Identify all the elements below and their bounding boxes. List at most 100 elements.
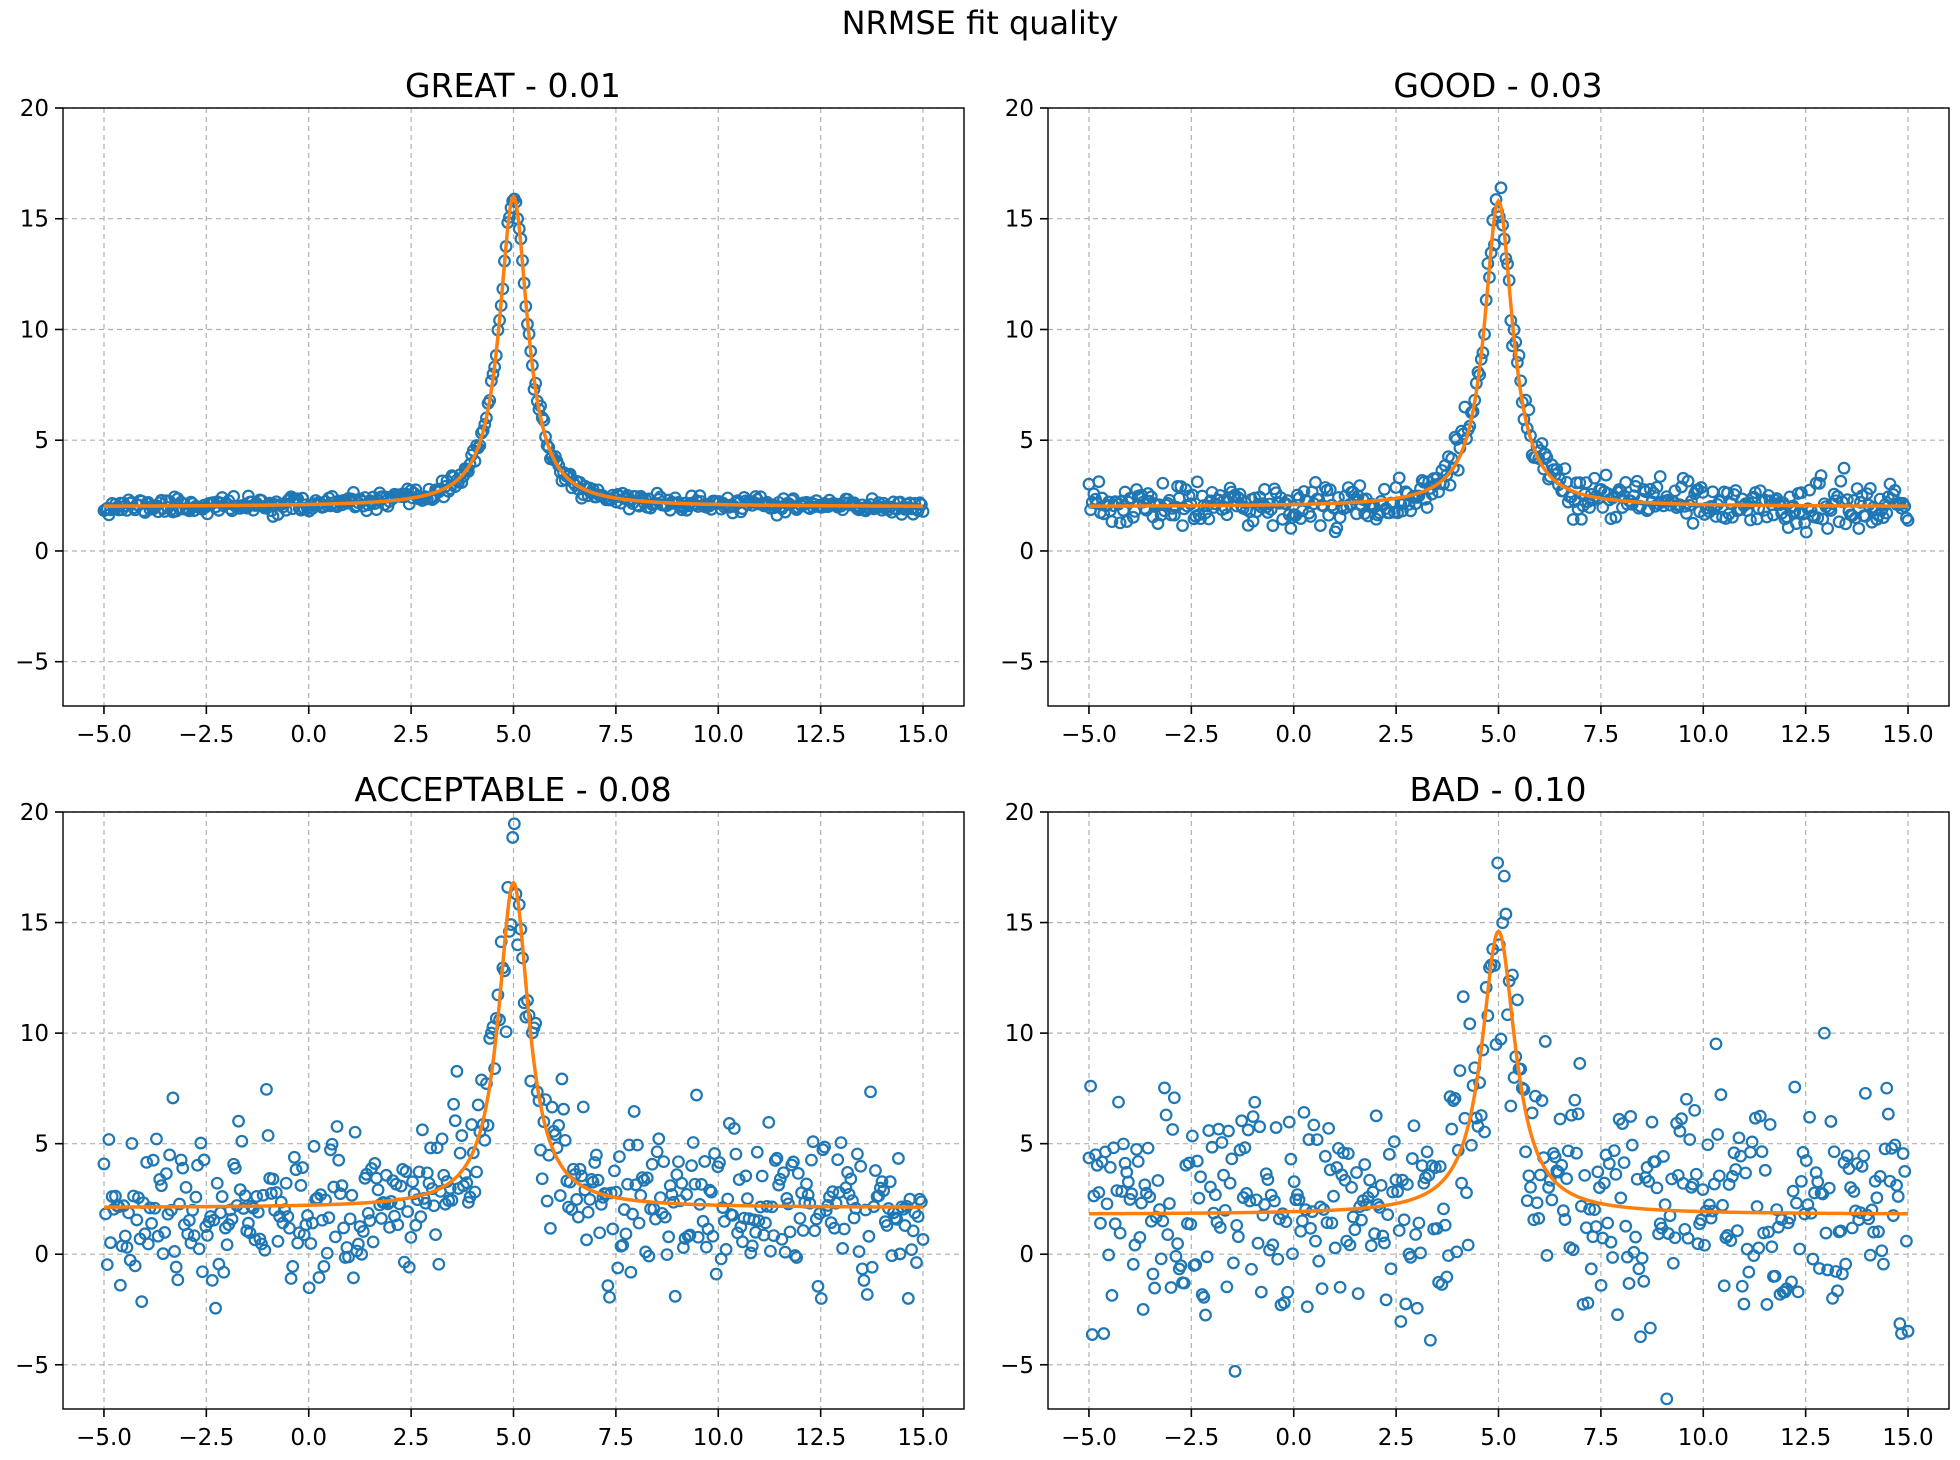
data-point bbox=[1666, 1256, 1680, 1270]
data-point bbox=[1752, 1241, 1766, 1255]
data-point bbox=[200, 1229, 214, 1242]
data-point bbox=[580, 1233, 593, 1247]
data-point bbox=[1213, 1221, 1227, 1234]
data-point bbox=[1333, 1280, 1347, 1294]
data-point bbox=[209, 1301, 222, 1315]
data-point bbox=[755, 1169, 769, 1183]
data-point bbox=[1251, 1236, 1265, 1250]
data-point bbox=[304, 1237, 318, 1250]
data-point bbox=[158, 1226, 172, 1239]
data-point bbox=[834, 1136, 848, 1150]
data-point bbox=[470, 1165, 483, 1179]
data-point bbox=[1822, 1181, 1836, 1195]
data-point bbox=[1268, 1194, 1281, 1208]
data-point bbox=[1218, 1203, 1232, 1217]
data-point bbox=[1473, 1076, 1487, 1089]
data-point bbox=[788, 1249, 802, 1262]
data-point bbox=[1617, 1156, 1631, 1170]
data-point bbox=[1276, 1207, 1290, 1221]
data-point bbox=[1243, 1194, 1257, 1208]
data-point bbox=[805, 1153, 818, 1167]
data-point bbox=[688, 1177, 702, 1191]
data-point bbox=[419, 1196, 433, 1210]
data-point bbox=[901, 1292, 915, 1305]
data-point bbox=[1167, 508, 1181, 522]
data-point bbox=[1542, 1181, 1555, 1194]
data-point bbox=[783, 1225, 797, 1239]
data-point bbox=[658, 1210, 672, 1224]
data-point bbox=[910, 1256, 923, 1269]
y-tick-label: 0 bbox=[34, 1242, 49, 1268]
data-point bbox=[1791, 1285, 1805, 1299]
y-tick-label: 5 bbox=[34, 1132, 49, 1158]
data-point bbox=[302, 1281, 316, 1295]
data-point bbox=[1494, 1032, 1508, 1046]
x-tick-label: −5.0 bbox=[76, 722, 132, 748]
data-point bbox=[1350, 1166, 1363, 1179]
data-point bbox=[1313, 519, 1327, 532]
data-point bbox=[844, 1172, 858, 1186]
data-point bbox=[1619, 1219, 1633, 1233]
data-point bbox=[793, 1211, 807, 1225]
data-point bbox=[1423, 1333, 1437, 1347]
data-point bbox=[1246, 1110, 1260, 1123]
data-point bbox=[173, 1197, 186, 1211]
data-point bbox=[1758, 1163, 1772, 1177]
data-point bbox=[1231, 1230, 1245, 1244]
data-point bbox=[128, 1259, 142, 1273]
data-point bbox=[791, 1167, 805, 1180]
x-tick-label: 2.5 bbox=[393, 722, 430, 748]
data-point bbox=[616, 1238, 630, 1252]
data-point bbox=[176, 1161, 190, 1175]
data-point bbox=[1611, 1308, 1624, 1322]
data-point bbox=[786, 1155, 800, 1169]
data-point bbox=[1877, 1257, 1890, 1271]
data-point bbox=[1901, 1324, 1915, 1338]
data-point bbox=[1282, 1115, 1296, 1129]
data-point bbox=[363, 1214, 377, 1228]
data-point bbox=[1558, 1213, 1572, 1226]
data-point bbox=[749, 1225, 763, 1239]
data-point bbox=[338, 494, 352, 508]
data-point bbox=[187, 1229, 201, 1243]
data-point bbox=[455, 1129, 469, 1142]
data-point bbox=[1261, 506, 1275, 519]
data-point bbox=[841, 1166, 854, 1179]
data-point bbox=[1524, 1180, 1537, 1194]
data-point bbox=[1817, 1026, 1831, 1040]
data-point bbox=[642, 1249, 656, 1263]
data-point bbox=[1599, 468, 1613, 482]
data-point bbox=[594, 1197, 608, 1211]
data-point bbox=[1487, 238, 1501, 252]
data-point bbox=[703, 1183, 717, 1197]
fit-line bbox=[1088, 929, 1909, 1216]
y-tick-label: −5 bbox=[15, 1353, 49, 1379]
data-point bbox=[739, 1169, 753, 1183]
data-point bbox=[1852, 522, 1866, 535]
data-point bbox=[1351, 1287, 1365, 1300]
data-point bbox=[1325, 1216, 1339, 1230]
data-point bbox=[1199, 1308, 1212, 1322]
data-point bbox=[1487, 959, 1501, 972]
data-point bbox=[1450, 1245, 1464, 1259]
data-point bbox=[1366, 1185, 1380, 1199]
data-point bbox=[366, 1235, 380, 1249]
data-point bbox=[1701, 1138, 1715, 1152]
data-point bbox=[1315, 1282, 1329, 1296]
data-point bbox=[348, 1125, 362, 1139]
data-point bbox=[368, 1157, 382, 1170]
data-point bbox=[1686, 516, 1700, 530]
data-point bbox=[1138, 1178, 1152, 1192]
data-point bbox=[171, 1273, 185, 1287]
data-point bbox=[1570, 1146, 1583, 1160]
data-point bbox=[729, 1147, 743, 1161]
data-point bbox=[159, 1167, 173, 1180]
data-point bbox=[557, 1102, 570, 1116]
data-point bbox=[232, 1114, 245, 1128]
data-point bbox=[1302, 1133, 1316, 1146]
data-point bbox=[1785, 1275, 1798, 1289]
x-tick-label: 5.0 bbox=[1480, 722, 1517, 748]
data-point bbox=[1407, 1119, 1421, 1133]
panel-title: GOOD - 0.03 bbox=[1393, 66, 1602, 105]
data-point bbox=[883, 1175, 897, 1189]
